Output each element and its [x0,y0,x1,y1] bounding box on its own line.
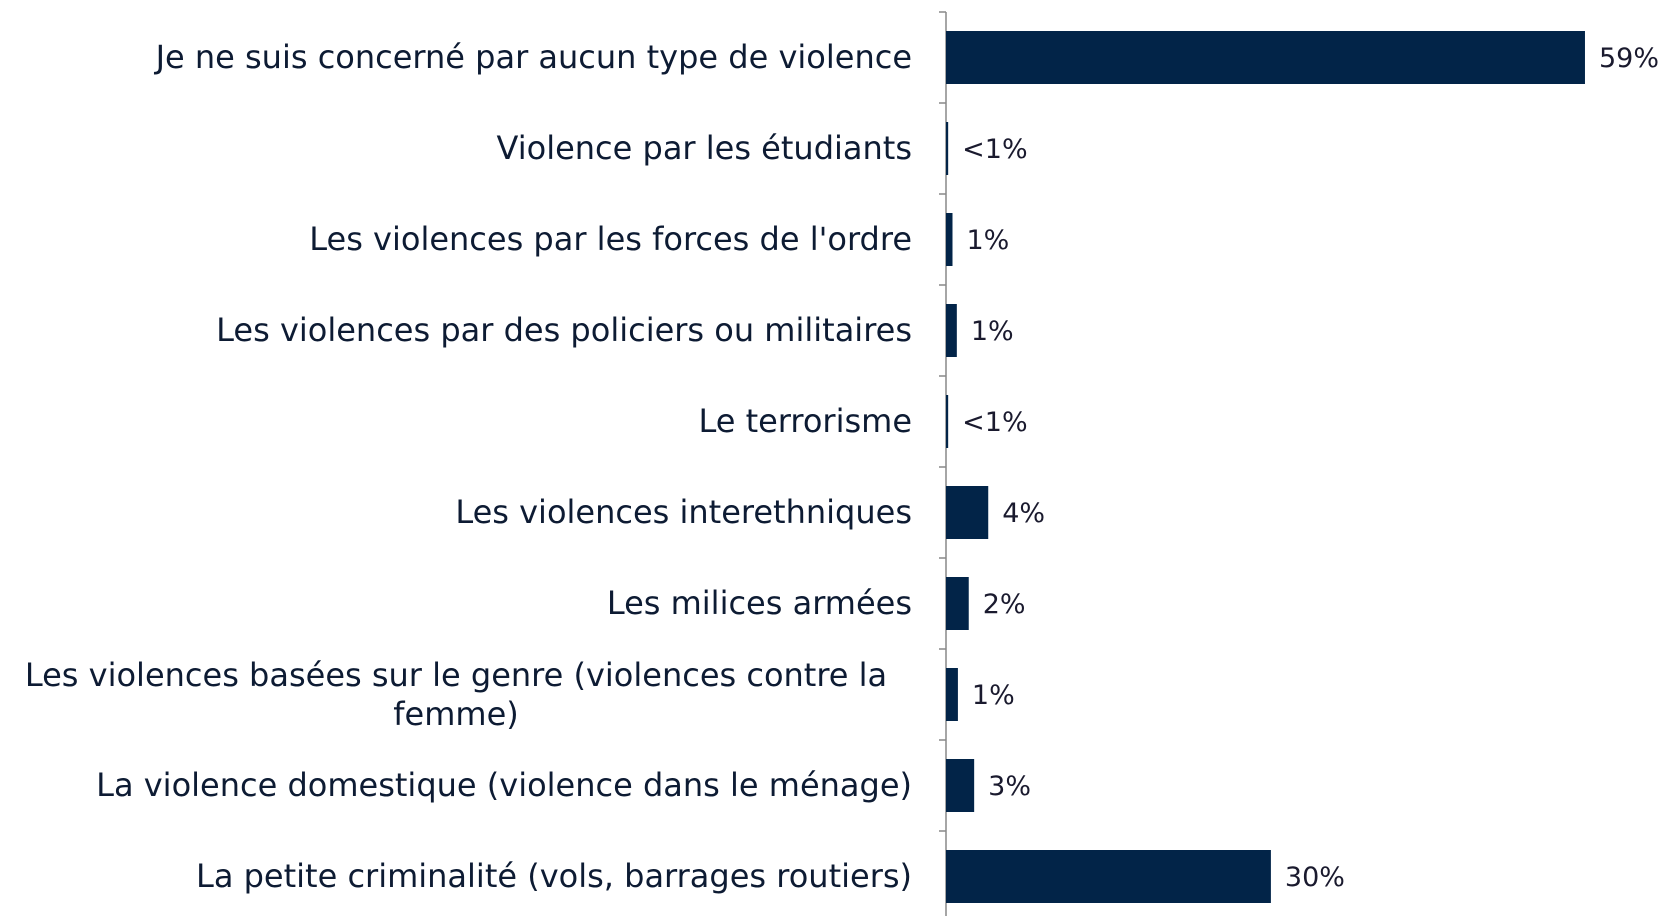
value-label: 59% [1599,43,1659,74]
category-label: La petite criminalité (vols, barrages ro… [0,831,912,922]
value-label: 30% [1285,862,1345,893]
bar [946,395,949,448]
category-label: Je ne suis concerné par aucun type de vi… [0,12,912,103]
category-label: Les violences par des policiers ou milit… [0,285,912,376]
bar [946,759,975,812]
category-text: Violence par les étudiants [496,129,912,168]
category-label: La violence domestique (violence dans le… [0,740,912,831]
category-text: Je ne suis concerné par aucun type de vi… [155,38,912,77]
category-label: Les milices armées [0,558,912,649]
category-label: Les violences basées sur le genre (viole… [0,649,912,740]
category-text: La violence domestique (violence dans le… [96,766,912,805]
category-text: Les violences par des policiers ou milit… [216,311,912,350]
category-label: Violence par les étudiants [0,103,912,194]
category-label: Les violences par les forces de l'ordre [0,194,912,285]
bar [946,304,957,357]
category-text: Le terrorisme [698,402,912,441]
value-label: 1% [972,680,1015,711]
bar [946,486,989,539]
value-label: 3% [988,771,1031,802]
category-text: Les violences par les forces de l'ordre [309,220,912,259]
bar [946,31,1585,84]
value-label: <1% [962,134,1027,165]
category-text: Les violences basées sur le genre (viole… [24,656,888,733]
category-label: Les violences interethniques [0,467,912,558]
bar [946,850,1271,903]
bar [946,213,953,266]
value-label: 4% [1002,498,1045,529]
bar [946,577,969,630]
value-label: <1% [962,407,1027,438]
value-label: 2% [983,589,1026,620]
category-text: Les milices armées [606,584,912,623]
bar [946,122,949,175]
value-label: 1% [966,225,1009,256]
bar [946,668,958,721]
value-label: 1% [971,316,1014,347]
category-label: Le terrorisme [0,376,912,467]
category-text: La petite criminalité (vols, barrages ro… [195,857,912,896]
category-text: Les violences interethniques [455,493,912,532]
